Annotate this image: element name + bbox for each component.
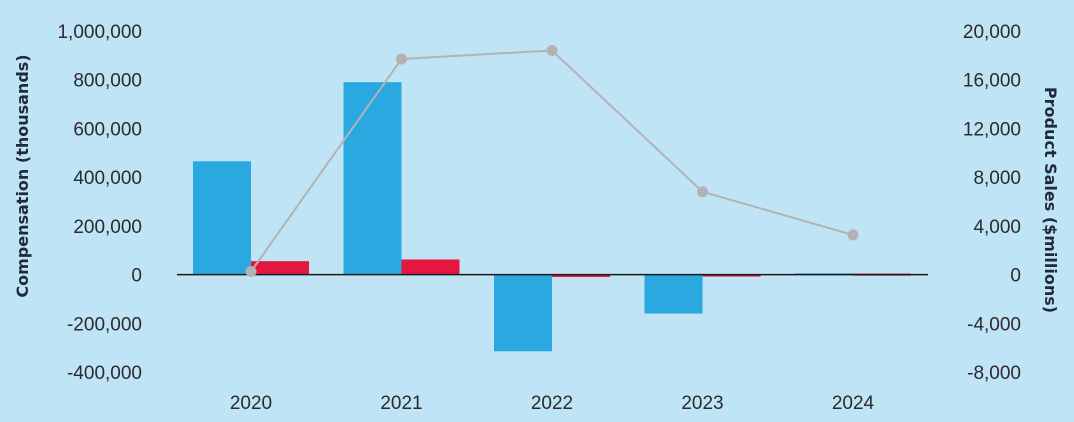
right-tick-label: -8,000: [967, 363, 1021, 384]
right-tick-label: 12,000: [963, 119, 1021, 140]
left-tick-label: 800,000: [73, 71, 142, 92]
series-2-bar: [401, 259, 460, 275]
left-tick-label: -200,000: [67, 314, 142, 335]
right-tick-label: 0: [1010, 266, 1021, 287]
series-2-bar: [251, 261, 309, 275]
series-2-bar: [552, 274, 610, 278]
series-3-line: [245, 44, 859, 278]
right-axis-title: Product Sales ($millions): [1041, 87, 1060, 313]
series-3-point: [546, 44, 558, 56]
series-1-bars: [193, 82, 853, 352]
series-3-point: [245, 266, 257, 278]
x-tick-label: 2020: [230, 393, 272, 414]
left-tick-label: 400,000: [73, 168, 142, 189]
right-tick-label: 16,000: [963, 71, 1021, 92]
x-axis-ticks: 2020 2021 2022 2023 2024: [230, 393, 875, 414]
series-1-bar: [494, 274, 552, 352]
right-tick-label: 4,000: [973, 217, 1021, 238]
left-tick-label: 1,000,000: [57, 22, 142, 43]
series-3-point: [697, 186, 708, 198]
series-3-point: [396, 53, 407, 65]
right-tick-label: 20,000: [963, 22, 1021, 43]
right-axis-ticks: 20,000 16,000 12,000 8,000 4,000 0 -4,000 -8,00…: [963, 22, 1021, 384]
x-tick-label: 2022: [531, 393, 573, 414]
series-3-point: [847, 229, 859, 241]
left-tick-label: 600,000: [73, 119, 142, 140]
series-2-bar: [702, 274, 761, 277]
left-axis-title: Compensation (thousands): [13, 54, 32, 297]
series-1-bar: [343, 82, 402, 275]
left-tick-label: -400,000: [67, 363, 142, 384]
x-tick-label: 2021: [380, 393, 422, 414]
series-1-bar: [193, 161, 251, 275]
series-3-path: [250, 49, 854, 273]
series-1-bar: [644, 274, 703, 314]
left-tick-label: 0: [131, 266, 142, 287]
right-tick-label: 8,000: [973, 168, 1021, 189]
left-tick-label: 200,000: [73, 217, 142, 238]
x-tick-label: 2024: [832, 393, 875, 414]
left-axis-ticks: 1,000,000 800,000 600,000 400,000 200,000 0 -2…: [57, 22, 142, 384]
x-tick-label: 2023: [681, 393, 723, 414]
right-tick-label: -4,000: [967, 314, 1021, 335]
